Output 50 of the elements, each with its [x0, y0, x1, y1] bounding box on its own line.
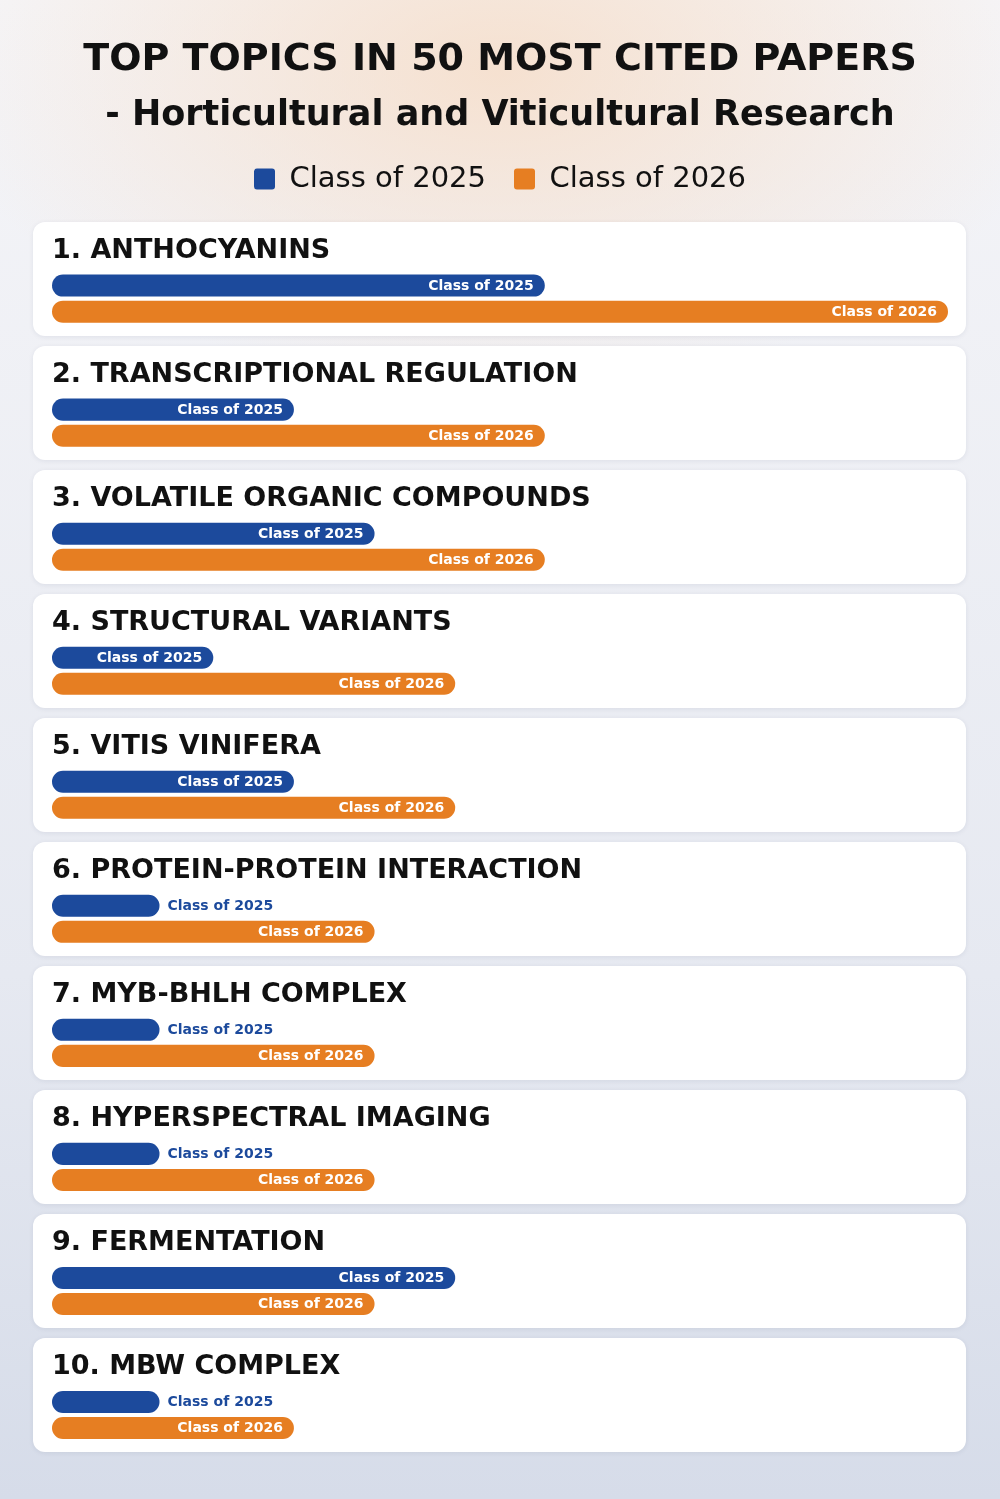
text: Class of 2026 — [338, 674, 445, 691]
y-tick-label: 7. MYB-BHLH COMPLEX — [52, 976, 408, 1008]
bar — [52, 522, 375, 545]
bar — [52, 672, 456, 695]
y-tick-label: 1. ANTHOCYANINS — [52, 232, 331, 264]
bar — [52, 1390, 160, 1413]
text: Class of 2025 — [338, 1269, 445, 1286]
text: Class of 2025 — [167, 896, 274, 913]
text: Class of 2025 — [167, 1393, 274, 1410]
bar — [52, 920, 375, 943]
y-tick-label: 8. HYPERSPECTRAL IMAGING — [52, 1100, 491, 1132]
legend-label: Class of 2026 — [549, 159, 746, 194]
text: Class of 2025 — [167, 1145, 274, 1162]
y-tick-label: 3. VOLATILE ORGANIC COMPOUNDS — [52, 480, 591, 512]
text: Class of 2026 — [177, 1419, 283, 1436]
bar — [52, 274, 545, 297]
bar — [52, 1292, 375, 1315]
bar — [52, 1044, 375, 1067]
legend-label: Class of 2025 — [289, 159, 487, 194]
text: Class of 2026 — [831, 302, 937, 319]
text: Class of 2026 — [257, 1047, 364, 1064]
bar — [52, 300, 948, 323]
text: Class of 2025 — [96, 648, 203, 665]
text: Class of 2026 — [257, 1171, 364, 1188]
y-tick-label: 4. STRUCTURAL VARIANTS — [52, 604, 452, 636]
bar — [52, 1266, 456, 1289]
y-tick-label: 5. VITIS VINIFERA — [52, 728, 321, 760]
text: Class of 2026 — [428, 426, 534, 443]
text: Class of 2026 — [338, 798, 445, 815]
bar — [52, 796, 456, 819]
bar — [52, 1142, 160, 1165]
chart-title: TOP TOPICS IN 50 MOST CITED PAPERS — [83, 34, 917, 79]
text: Class of 2026 — [257, 1295, 364, 1312]
text: Class of 2026 — [257, 922, 364, 939]
bar — [52, 548, 545, 571]
text: Class of 2025 — [177, 400, 283, 417]
text: Class of 2026 — [428, 550, 534, 567]
bar — [52, 1018, 160, 1041]
text: Class of 2025 — [177, 772, 283, 789]
y-tick-label: 9. FERMENTATION — [52, 1224, 326, 1256]
chart-subtitle: - Horticultural and Viticultural Research — [105, 92, 895, 133]
text: Class of 2025 — [428, 276, 534, 293]
text: Class of 2025 — [167, 1020, 274, 1037]
bar — [52, 894, 160, 917]
text: Class of 2025 — [257, 524, 364, 541]
bar — [52, 424, 545, 447]
y-tick-label: 10. MBW COMPLEX — [52, 1349, 341, 1380]
y-tick-label: 6. PROTEIN-PROTEIN INTERACTION — [52, 852, 583, 884]
bar — [52, 1168, 375, 1191]
y-tick-label: 2. TRANSCRIPTIONAL REGULATION — [52, 356, 578, 388]
